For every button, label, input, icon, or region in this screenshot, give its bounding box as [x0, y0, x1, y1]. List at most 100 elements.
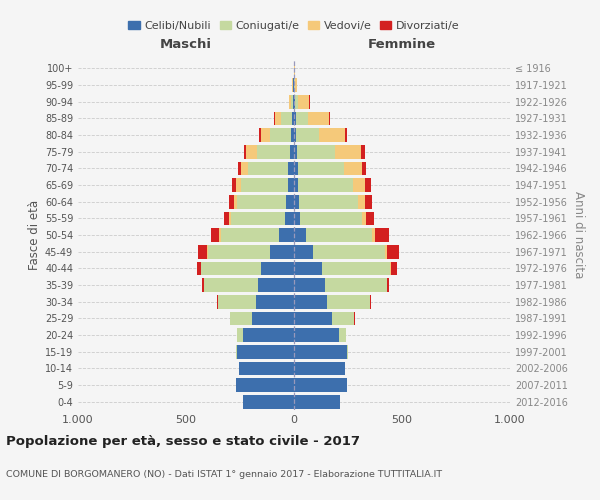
Bar	[230, 312, 252, 325]
Bar	[287, 178, 294, 192]
Bar	[361, 145, 365, 158]
Bar	[322, 262, 390, 275]
Bar	[388, 278, 389, 292]
Bar	[294, 362, 345, 375]
Legend: Celibi/Nubili, Coniugati/e, Vedovi/e, Divorziati/e: Celibi/Nubili, Coniugati/e, Vedovi/e, Di…	[124, 16, 464, 36]
Bar	[298, 95, 309, 108]
Bar	[202, 278, 204, 292]
Bar	[294, 128, 296, 142]
Bar	[279, 228, 294, 242]
Bar	[291, 95, 293, 108]
Bar	[296, 128, 319, 142]
Bar	[301, 212, 362, 225]
Bar	[243, 328, 294, 342]
Bar	[298, 162, 344, 175]
Bar	[292, 112, 294, 125]
Bar	[362, 212, 367, 225]
Bar	[289, 95, 291, 108]
Bar	[248, 162, 287, 175]
Bar	[362, 162, 366, 175]
Bar	[232, 212, 286, 225]
Text: Femmine: Femmine	[368, 38, 436, 51]
Bar	[241, 162, 248, 175]
Bar	[256, 295, 294, 308]
Bar	[236, 345, 237, 358]
Bar	[294, 195, 299, 208]
Bar	[299, 195, 358, 208]
Bar	[294, 112, 296, 125]
Bar	[259, 128, 260, 142]
Bar	[238, 162, 241, 175]
Bar	[294, 145, 296, 158]
Y-axis label: Anni di nascita: Anni di nascita	[572, 192, 585, 278]
Bar	[353, 178, 365, 192]
Bar	[237, 328, 243, 342]
Bar	[308, 112, 329, 125]
Bar	[286, 212, 294, 225]
Bar	[275, 112, 281, 125]
Bar	[293, 78, 294, 92]
Bar	[233, 195, 237, 208]
Bar	[247, 145, 257, 158]
Bar	[236, 178, 241, 192]
Bar	[298, 178, 353, 192]
Bar	[340, 328, 346, 342]
Bar	[232, 178, 236, 192]
Bar	[229, 212, 232, 225]
Bar	[367, 212, 374, 225]
Bar	[205, 278, 259, 292]
Bar	[241, 178, 287, 192]
Bar	[260, 262, 294, 275]
Bar	[293, 95, 294, 108]
Bar	[328, 295, 370, 308]
Bar	[198, 245, 206, 258]
Bar	[294, 345, 347, 358]
Bar	[243, 395, 294, 408]
Bar	[306, 228, 372, 242]
Bar	[329, 112, 330, 125]
Bar	[296, 145, 335, 158]
Bar	[236, 378, 294, 392]
Bar	[294, 295, 328, 308]
Bar	[224, 212, 229, 225]
Bar	[220, 228, 221, 242]
Bar	[294, 378, 347, 392]
Bar	[294, 278, 325, 292]
Bar	[270, 245, 294, 258]
Bar	[229, 195, 233, 208]
Bar	[335, 145, 361, 158]
Bar	[313, 245, 385, 258]
Bar	[294, 262, 322, 275]
Bar	[372, 228, 375, 242]
Bar	[237, 195, 286, 208]
Bar	[294, 162, 298, 175]
Bar	[390, 262, 391, 275]
Bar	[281, 112, 292, 125]
Bar	[259, 278, 294, 292]
Bar	[375, 228, 389, 242]
Y-axis label: Fasce di età: Fasce di età	[28, 200, 41, 270]
Bar	[217, 295, 218, 308]
Bar	[294, 312, 332, 325]
Bar	[197, 262, 200, 275]
Bar	[201, 262, 260, 275]
Bar	[206, 245, 208, 258]
Text: COMUNE DI BORGOMANERO (NO) - Dati ISTAT 1° gennaio 2017 - Elaborazione TUTTITALI: COMUNE DI BORGOMANERO (NO) - Dati ISTAT …	[6, 470, 442, 479]
Bar	[391, 262, 397, 275]
Bar	[294, 395, 340, 408]
Bar	[260, 128, 270, 142]
Bar	[252, 312, 294, 325]
Bar	[344, 162, 362, 175]
Bar	[294, 212, 301, 225]
Bar	[295, 78, 297, 92]
Bar	[319, 128, 345, 142]
Bar	[370, 295, 371, 308]
Bar	[221, 228, 279, 242]
Bar	[257, 145, 290, 158]
Bar	[244, 145, 247, 158]
Bar	[237, 345, 294, 358]
Bar	[358, 195, 365, 208]
Bar	[365, 178, 371, 192]
Bar	[239, 362, 294, 375]
Text: Popolazione per età, sesso e stato civile - 2017: Popolazione per età, sesso e stato civil…	[6, 435, 360, 448]
